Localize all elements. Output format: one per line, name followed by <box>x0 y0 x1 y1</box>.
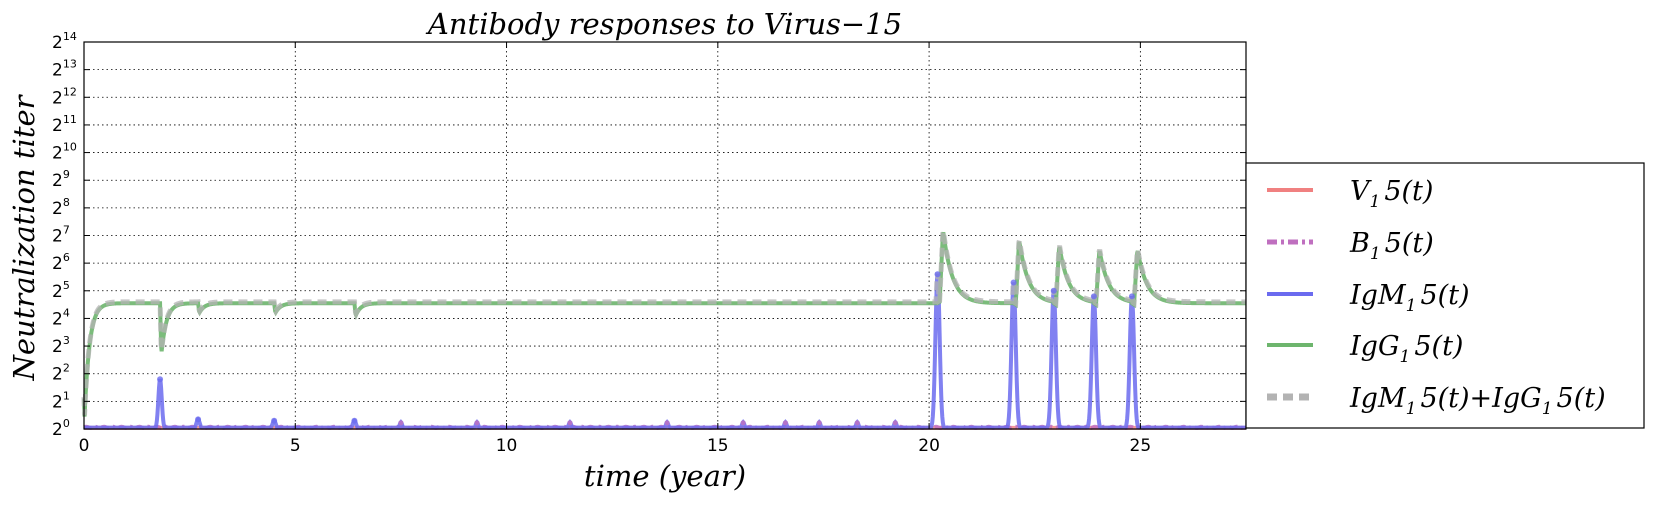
y-tick-label: 20 <box>52 417 70 440</box>
y-tick-label: 21 <box>52 389 70 412</box>
y-tick-label: 214 <box>52 30 77 53</box>
igm-peak-point <box>195 416 202 423</box>
series-line-sum <box>81 230 1246 416</box>
igm-blip-point <box>664 420 670 426</box>
chart-title: Antibody responses to Virus−15 <box>425 7 902 41</box>
y-tick-label: 210 <box>52 141 77 164</box>
y-tick-label: 22 <box>52 362 70 385</box>
legend-label: V1 5(t) <box>1350 176 1433 212</box>
igm-blip-point <box>892 420 898 426</box>
series-line-igm <box>84 273 1246 430</box>
igm-peak-point <box>157 376 164 383</box>
y-tick-label: 211 <box>52 113 77 136</box>
x-tick-label: 20 <box>918 436 940 456</box>
y-axis-ticks: 20 21 22 23 24 25 26 27 28 29 210 211 212 213 214 <box>52 30 1246 440</box>
igm-peak-point <box>1050 287 1057 294</box>
igm-peak-point <box>1010 279 1017 286</box>
x-tick-label: 0 <box>79 436 90 456</box>
legend-label: IgM1 5(t)+IgG1 5(t) <box>1349 383 1606 419</box>
y-axis-label: Neutralization titer <box>7 93 41 381</box>
y-tick-label: 212 <box>52 85 77 108</box>
y-tick-label: 26 <box>52 251 70 274</box>
y-tick-label: 25 <box>52 279 70 302</box>
igm-blip-point <box>398 420 404 426</box>
igm-blip-point <box>567 420 573 426</box>
y-tick-label: 28 <box>52 196 70 219</box>
y-tick-label: 24 <box>52 306 70 329</box>
legend: V1 5(t) B1 5(t) IgM1 5(t) IgG1 5(t) IgM1 5(t)+IgG… <box>1245 162 1645 429</box>
x-tick-label: 15 <box>707 436 729 456</box>
igm-peak-point <box>1128 293 1135 300</box>
y-tick-label: 27 <box>52 224 70 247</box>
x-axis-ticks: 0 5 10 15 20 25 <box>79 42 1152 456</box>
x-tick-label: 10 <box>496 436 518 456</box>
legend-items: V1 5(t) B1 5(t) IgM1 5(t) IgG1 5(t) IgM1 5(t)+IgG… <box>1267 176 1606 419</box>
igm-peak-point <box>351 417 358 424</box>
y-tick-label: 29 <box>52 168 70 191</box>
igm-blip-point <box>816 420 822 426</box>
igm-blip-point <box>782 420 788 426</box>
igm-blip-point <box>740 420 746 426</box>
y-tick-label: 23 <box>52 334 70 357</box>
legend-label: IgG1 5(t) <box>1349 331 1463 367</box>
legend-label: B1 5(t) <box>1349 228 1434 264</box>
y-tick-label: 213 <box>52 58 77 81</box>
igm-peak-point <box>271 417 278 424</box>
x-axis-label: time (year) <box>584 459 746 493</box>
igm-peak-point <box>934 271 941 278</box>
legend-label: IgM1 5(t) <box>1349 280 1470 316</box>
igm-blip-point <box>854 420 860 426</box>
igm-peak-point <box>1090 293 1097 300</box>
series-layer <box>81 230 1247 430</box>
x-tick-label: 5 <box>290 436 301 456</box>
x-tick-label: 25 <box>1130 436 1152 456</box>
igm-blip-point <box>474 420 480 426</box>
